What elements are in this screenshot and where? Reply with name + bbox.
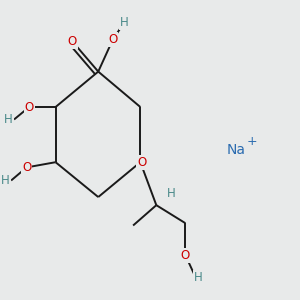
Text: +: + [247,135,257,148]
Text: Na: Na [227,143,246,157]
Text: O: O [181,249,190,262]
Text: H: H [120,16,129,29]
Text: H: H [167,187,175,200]
Text: O: O [25,100,34,113]
Text: O: O [22,161,31,174]
Text: H: H [1,174,10,187]
Text: H: H [194,271,203,284]
Text: H: H [4,113,13,126]
Text: O: O [108,33,117,46]
Text: O: O [137,156,146,169]
Text: O: O [68,34,77,48]
